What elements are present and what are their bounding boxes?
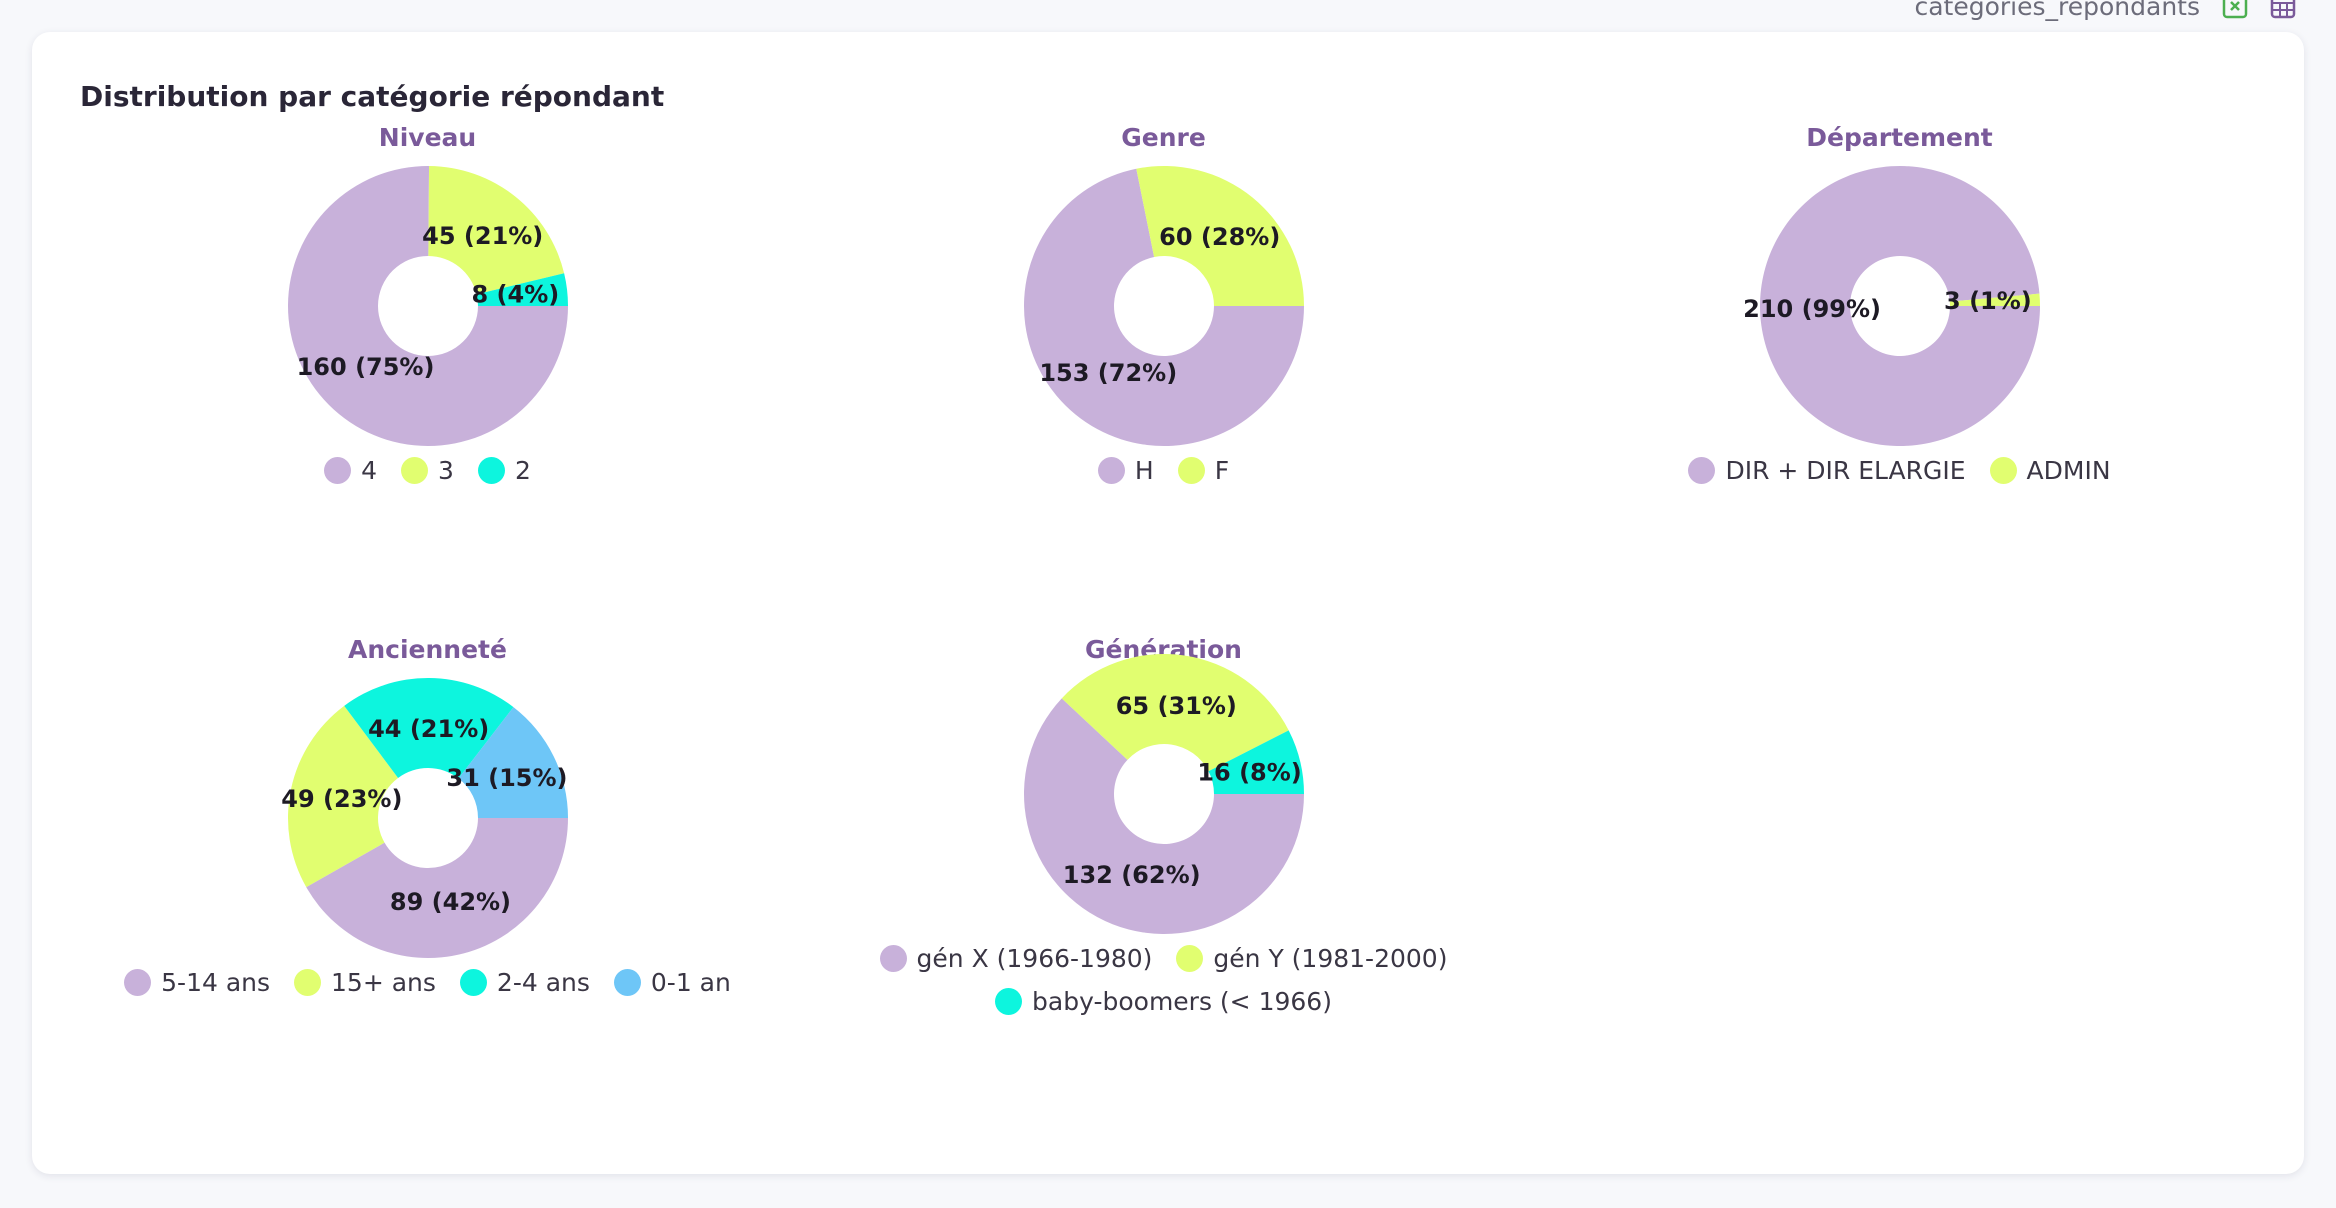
chart-generation: Génération 132 (62%) 65 (31%) 16 (8%) gén …: [795, 632, 1532, 1016]
legend-swatch: [1177, 457, 1205, 484]
legend-item[interactable]: 2: [477, 456, 531, 485]
legend-label: gén Y (1981-2000): [1213, 944, 1448, 973]
pie-slice[interactable]: [1023, 168, 1304, 446]
legend-swatch: [1176, 945, 1204, 972]
slice-label: 89 (42%): [389, 888, 510, 916]
legend-item[interactable]: baby-boomers (< 1966): [995, 987, 1332, 1016]
legend-swatch: [1097, 457, 1125, 484]
pie-slice[interactable]: [1759, 165, 2040, 446]
legend-item[interactable]: 4: [324, 456, 377, 485]
legend-label: 0-1 an: [650, 968, 731, 997]
slice-label: 132 (62%): [1062, 861, 1200, 889]
legend-swatch: [879, 945, 907, 972]
chart-niveau: Niveau 160 (75%) 45 (21%) 8 (4%) 4 3 2: [59, 120, 796, 485]
legend-item[interactable]: 5-14 ans: [124, 968, 270, 997]
pie-svg: 132 (62%) 65 (31%) 16 (8%): [1023, 654, 1304, 934]
legend-swatch: [1989, 457, 2017, 484]
chart-title: Niveau: [378, 123, 477, 152]
legend-swatch: [294, 969, 322, 996]
legend: 4 3 2: [59, 456, 796, 485]
legend-label: 5-14 ans: [161, 968, 271, 997]
legend-label: baby-boomers (< 1966): [1032, 987, 1332, 1016]
slice-label: 45 (21%): [422, 222, 543, 250]
legend-label: 15+ ans: [331, 968, 436, 997]
legend-label: 4: [361, 456, 378, 485]
pie-svg: 160 (75%) 45 (21%) 8 (4%): [287, 166, 568, 446]
chart-departement: Département 210 (99%) 3 (1%) DIR + DIR EL…: [1531, 120, 2268, 485]
legend-swatch: [477, 457, 505, 484]
pie-slice[interactable]: [287, 166, 568, 446]
legend-swatch: [995, 988, 1023, 1015]
pie-svg: 89 (42%) 49 (23%) 44 (21%) 31 (15%): [281, 678, 568, 958]
pie-slice[interactable]: [427, 166, 564, 295]
chart-title: Département: [1806, 123, 1993, 152]
slice-label: 3 (1%): [1944, 287, 2032, 315]
legend-label: F: [1214, 456, 1230, 485]
legend-item[interactable]: gén Y (1981-2000): [1176, 944, 1447, 973]
legend: gén X (1966-1980) gén Y (1981-2000) baby-b…: [795, 944, 1532, 1016]
legend-item[interactable]: gén X (1966-1980): [879, 944, 1153, 973]
pie-slice[interactable]: [1023, 698, 1304, 934]
toolbar: catégories_répondants: [1914, 0, 2296, 26]
pie-slice[interactable]: [1949, 293, 2040, 306]
card-title: Distribution par catégorie répondant: [80, 80, 665, 113]
legend-label: gén X (1966-1980): [916, 944, 1153, 973]
file-name: catégories_répondants: [1914, 0, 2200, 21]
distribution-card: Distribution par catégorie répondant Niv…: [32, 32, 2304, 1174]
pie-slice[interactable]: [1135, 166, 1304, 306]
legend-label: H: [1134, 456, 1154, 485]
excel-file-icon[interactable]: [2222, 0, 2248, 19]
legend-item[interactable]: ADMIN: [1989, 456, 2111, 485]
legend-item[interactable]: 3: [401, 456, 454, 485]
chart-anciennete: Ancienneté 89 (42%) 49 (23%) 44 (21%) 31 (1…: [59, 632, 796, 997]
legend-item[interactable]: 15+ ans: [294, 968, 436, 997]
pie-svg: 210 (99%) 3 (1%): [1743, 165, 2040, 446]
legend-label: ADMIN: [2026, 456, 2111, 485]
slice-label: 153 (72%): [1039, 359, 1177, 387]
slice-label: 160 (75%): [296, 353, 434, 381]
slice-label: 44 (21%): [368, 715, 489, 743]
legend-item[interactable]: DIR + DIR ELARGIE: [1688, 456, 1966, 485]
legend-label: DIR + DIR ELARGIE: [1725, 456, 1966, 485]
pie-slice[interactable]: [287, 705, 398, 888]
legend-item[interactable]: 2-4 ans: [459, 968, 590, 997]
legend-item[interactable]: F: [1177, 456, 1230, 485]
table-icon[interactable]: [2270, 0, 2296, 19]
legend-label: 2-4 ans: [496, 968, 590, 997]
legend-swatch: [459, 969, 487, 996]
legend: 5-14 ans 15+ ans 2-4 ans 0-1 an: [59, 968, 796, 997]
legend-item[interactable]: H: [1097, 456, 1154, 485]
slice-label: 60 (28%): [1159, 223, 1280, 251]
slice-label: 49 (23%): [281, 785, 402, 813]
slice-label: 65 (31%): [1115, 692, 1236, 720]
chart-title: Genre: [1121, 123, 1206, 152]
pie-slice[interactable]: [305, 818, 568, 958]
legend: DIR + DIR ELARGIE ADMIN: [1531, 456, 2268, 485]
legend-swatch: [401, 457, 429, 484]
pie-svg: 153 (72%) 60 (28%): [1023, 166, 1304, 446]
pie-slice[interactable]: [1061, 654, 1289, 772]
legend-label: 2: [514, 456, 531, 485]
slice-label: 16 (8%): [1197, 758, 1301, 786]
pie-slice[interactable]: [343, 678, 513, 779]
legend-swatch: [124, 969, 152, 996]
pie-slice[interactable]: [476, 273, 568, 306]
slice-label: 210 (99%): [1743, 295, 1881, 323]
chart-title: Ancienneté: [348, 635, 507, 664]
legend-swatch: [324, 457, 352, 484]
slice-label: 31 (15%): [446, 764, 567, 792]
legend-item[interactable]: 0-1 an: [613, 968, 731, 997]
slice-label: 8 (4%): [471, 281, 559, 309]
pie-slice[interactable]: [1208, 730, 1304, 794]
pie-slice[interactable]: [458, 707, 568, 818]
legend-swatch: [1688, 457, 1716, 484]
legend-label: 3: [438, 456, 454, 485]
legend-swatch: [613, 969, 641, 996]
